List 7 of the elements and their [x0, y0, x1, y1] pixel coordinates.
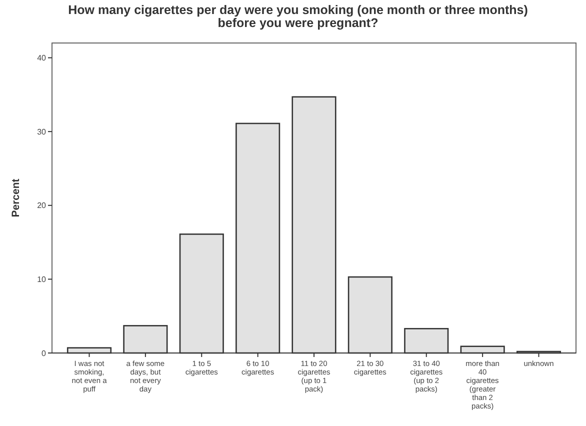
y-axis-title: Percent: [10, 178, 22, 218]
chart-title: How many cigarettes per day were you smoking (one month or three months) before you were pregnant?: [68, 3, 528, 30]
y-tick-label: 10: [37, 274, 47, 284]
y-tick-label: 20: [37, 201, 47, 210]
y-tick-label: 0: [42, 348, 47, 358]
y-tick-label: 40: [37, 54, 47, 63]
y-tick-label: 30: [37, 127, 47, 136]
